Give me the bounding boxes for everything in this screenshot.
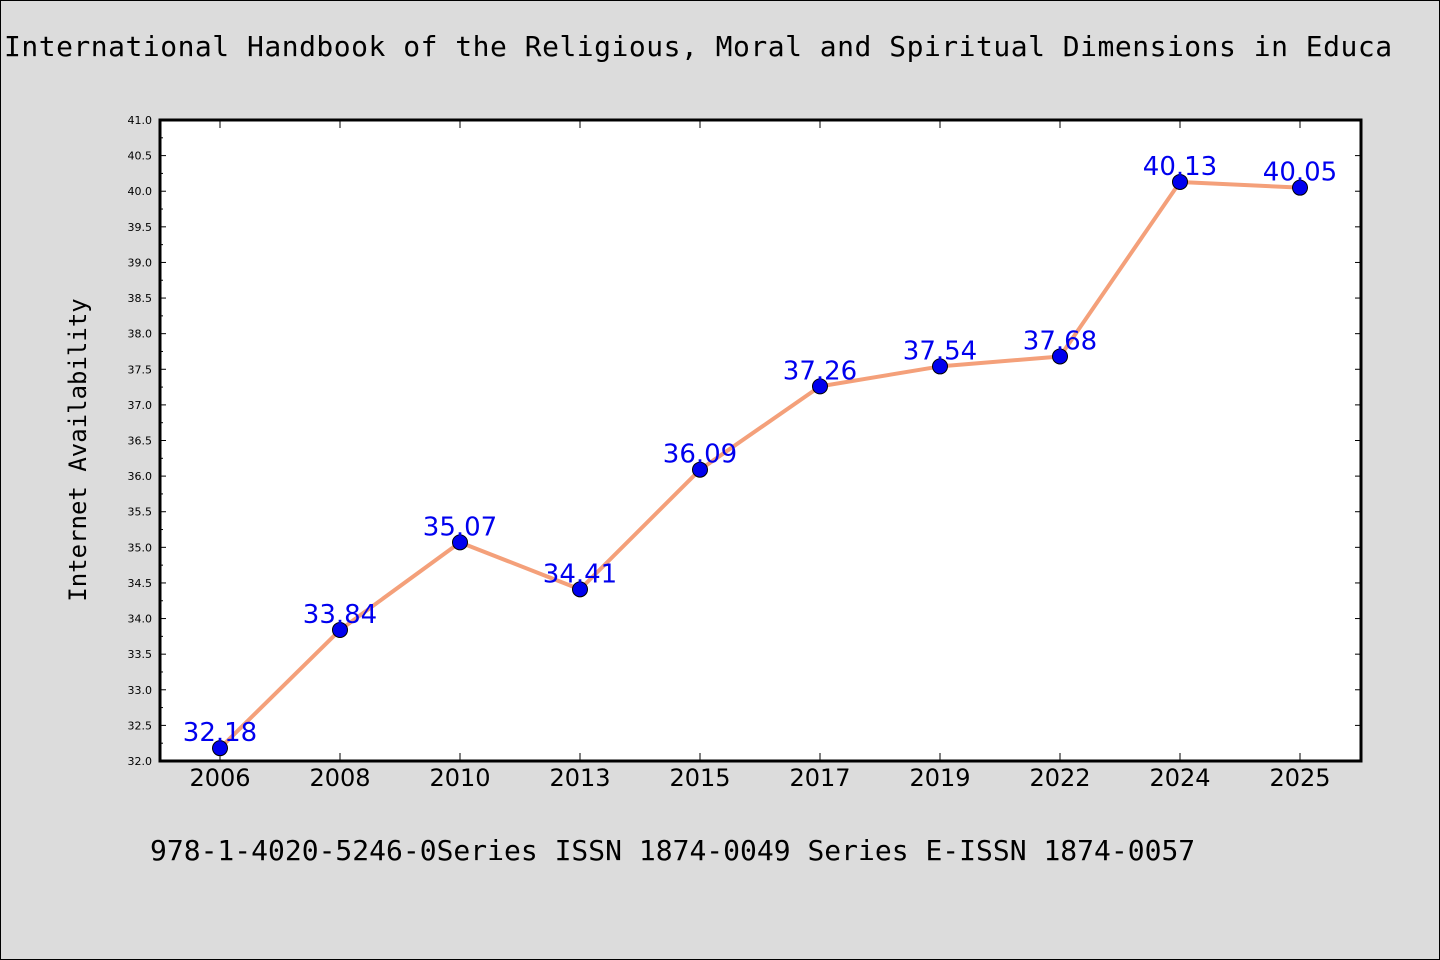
- y-tick-label: 34.5: [128, 577, 153, 590]
- y-tick-label: 40.0: [128, 185, 153, 198]
- x-tick-label: 2008: [309, 764, 370, 792]
- data-point: [1052, 348, 1068, 365]
- y-tick-label: 36.0: [128, 470, 153, 483]
- data-point: [932, 358, 948, 375]
- data-point: [452, 534, 468, 551]
- y-tick-label: 40.5: [128, 150, 153, 163]
- data-label: 40.13: [1143, 152, 1217, 182]
- y-tick-label: 41.0: [128, 114, 153, 127]
- y-tick-label: 33.0: [128, 684, 153, 697]
- x-tick-label: 2015: [669, 764, 730, 792]
- series-layer: 32.18 33.84 35.07 34.41 36.09 37.26 37.54 37.68…: [183, 152, 1337, 757]
- data-point: [692, 461, 708, 478]
- data-label: 33.84: [303, 600, 377, 630]
- y-tick-label: 38.0: [128, 328, 153, 341]
- y-tick-label: 32.0: [128, 755, 153, 768]
- x-tick-label: 2013: [549, 764, 610, 792]
- x-tick-label: 2025: [1269, 764, 1330, 792]
- data-point: [812, 378, 828, 395]
- y-tick-label: 39.5: [128, 221, 153, 234]
- x-tick-label: 2019: [909, 764, 970, 792]
- x-tick-label: 2024: [1149, 764, 1210, 792]
- y-tick-label: 34.0: [128, 613, 153, 626]
- data-point: [332, 621, 348, 638]
- y-tick-label: 37.0: [128, 399, 153, 412]
- data-label: 37.54: [903, 336, 977, 366]
- chart-title: International Handbook of the Religious,…: [4, 30, 1393, 63]
- y-tick-label: 35.0: [128, 541, 153, 554]
- x-tick-label: 2017: [789, 764, 850, 792]
- y-axis: 32.0 32.5 33.0 33.5 34.0 34.5 35.0 35.5 36.0 36.5…: [128, 114, 1361, 768]
- data-label: 37.26: [783, 356, 857, 386]
- data-point: [1292, 179, 1308, 196]
- plot-area: [158, 118, 1363, 763]
- data-label: 32.18: [183, 718, 257, 748]
- data-point: [212, 740, 228, 757]
- y-tick-label: 32.5: [128, 719, 153, 732]
- x-tick-label: 2022: [1029, 764, 1090, 792]
- x-tick-label: 2010: [429, 764, 490, 792]
- y-tick-label: 37.5: [128, 363, 153, 376]
- y-axis-label: Internet Availability: [64, 298, 92, 601]
- x-axis: 2006 2008 2010 2013 2015 2017 2019 2022 2024 2025: [189, 120, 1331, 792]
- data-label: 34.41: [543, 559, 617, 589]
- data-point: [1172, 173, 1188, 190]
- data-point: [572, 581, 588, 598]
- data-label: 40.05: [1263, 158, 1337, 188]
- y-tick-label: 35.5: [128, 506, 153, 519]
- y-tick-label: 38.5: [128, 292, 153, 305]
- data-label: 37.68: [1023, 326, 1097, 356]
- y-tick-label: 33.5: [128, 648, 153, 661]
- data-label: 35.07: [423, 512, 497, 542]
- y-tick-label: 39.0: [128, 256, 153, 269]
- x-tick-label: 2006: [189, 764, 250, 792]
- data-label: 36.09: [663, 440, 737, 470]
- series-line: [218, 179, 1301, 750]
- footer-note: 978-1-4020-5246-0Series ISSN 1874-0049 S…: [150, 834, 1196, 867]
- y-tick-label: 36.5: [128, 435, 153, 448]
